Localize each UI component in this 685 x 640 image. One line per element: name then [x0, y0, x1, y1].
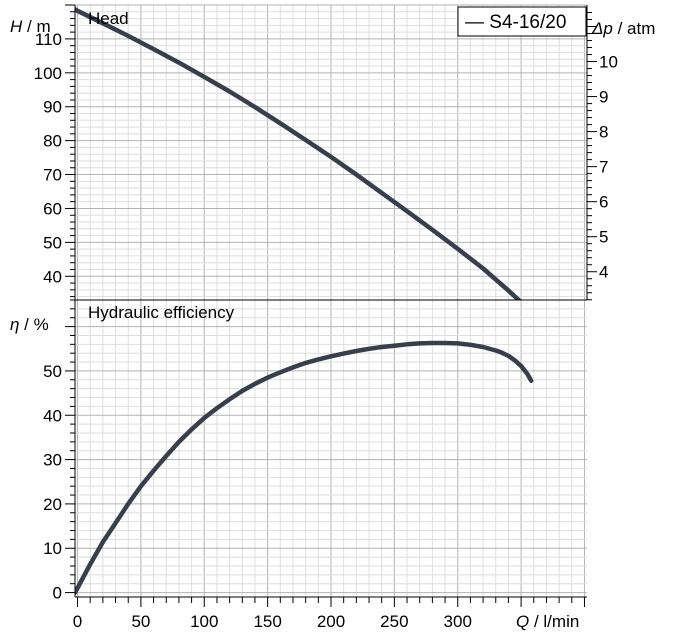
y-axis-label-efficiency-unit: / % [19, 315, 48, 334]
y2-axis-label-pressure-symbol: Δp [591, 19, 613, 38]
y2-tick-label: 10 [599, 53, 618, 72]
y-tick-label: 70 [43, 166, 62, 185]
efficiency-curve [75, 340, 534, 595]
x-tick-label: 100 [190, 612, 218, 631]
x-tick-label: 150 [253, 612, 281, 631]
y-tick-label: 100 [34, 64, 62, 83]
y2-tick-label: 7 [599, 158, 608, 177]
curves [75, 7, 534, 595]
y-tick-label: 40 [43, 267, 62, 286]
y-tick-label: 20 [43, 495, 62, 514]
y-axis-label-head: H / m [10, 17, 51, 36]
y2-tick-label: 4 [599, 263, 608, 282]
head-curve [75, 7, 522, 300]
x-tick-label: 0 [73, 612, 82, 631]
x-axis-label-symbol: Q [516, 612, 529, 631]
y-tick-label: 0 [53, 584, 62, 603]
y-axis-label-head-unit: / m [22, 17, 50, 36]
y2-axis-label-pressure: Δp / atm [591, 19, 655, 38]
y-tick-label: 80 [43, 132, 62, 151]
y2-axis-label-pressure-unit: / atm [613, 19, 656, 38]
x-axis-label-unit: / l/min [529, 612, 579, 631]
x-tick-label: 50 [131, 612, 150, 631]
y-tick-label: 110 [35, 30, 62, 49]
y2-tick-label: 9 [599, 88, 608, 107]
y-tick-label: 30 [43, 451, 62, 470]
axes [65, 4, 597, 607]
y-tick-label: 60 [43, 199, 62, 218]
legend-entry: — S4-16/20 [465, 12, 566, 33]
legend-box [457, 6, 587, 37]
y2-tick-label: 8 [599, 123, 608, 142]
y-tick-label: 40 [43, 406, 62, 425]
panel-title-head: Head [88, 9, 129, 28]
panel-title-efficiency: Hydraulic efficiency [88, 303, 235, 322]
y2-tick-label: 6 [599, 193, 608, 212]
x-tick-label: 250 [380, 612, 408, 631]
y-tick-label: 10 [43, 539, 62, 558]
x-tick-label: 300 [444, 612, 472, 631]
y-tick-label: 50 [43, 362, 62, 381]
y2-tick-label: 5 [599, 228, 608, 247]
y-tick-label: 50 [43, 233, 62, 252]
y-axis-label-efficiency: η / % [10, 315, 49, 334]
x-axis-label: Q / l/min [516, 612, 579, 631]
y-axis-label-head-symbol: H [10, 17, 23, 36]
y-tick-label: 90 [43, 98, 62, 117]
y-axis-label-efficiency-symbol: η [10, 315, 19, 334]
x-tick-label: 200 [317, 612, 345, 631]
